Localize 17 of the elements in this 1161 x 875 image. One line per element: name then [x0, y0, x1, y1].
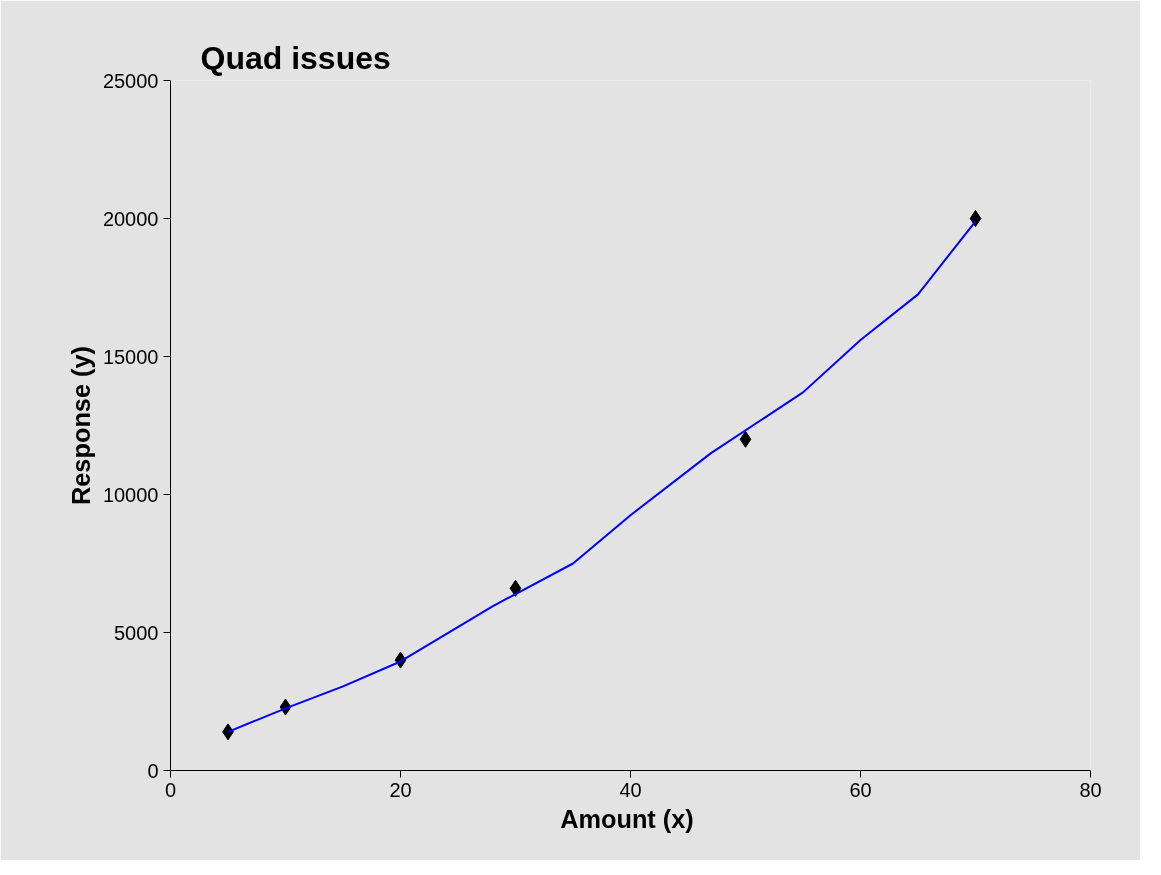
x-tick-label: 0: [164, 778, 177, 801]
x-tick-label: 80: [1079, 778, 1102, 801]
y-axis-title: Response (y): [66, 345, 95, 506]
x-tick-label: 20: [389, 778, 412, 801]
y-tick-label: 0: [147, 759, 159, 782]
y-tick-label: 15000: [102, 345, 159, 368]
y-tick-label: 25000: [102, 69, 159, 92]
x-tick-label: 60: [849, 778, 872, 801]
x-axis-title: Amount (x): [560, 804, 694, 833]
point: [509, 579, 522, 597]
point: [969, 210, 982, 227]
x-tick-label: 40: [619, 778, 642, 801]
chart-title: Quad issues: [200, 39, 391, 76]
y-tick-label: 20000: [102, 207, 159, 230]
y-tick-label: 10000: [102, 483, 159, 506]
point: [739, 430, 752, 448]
y-tick-label: 5000: [114, 621, 159, 644]
